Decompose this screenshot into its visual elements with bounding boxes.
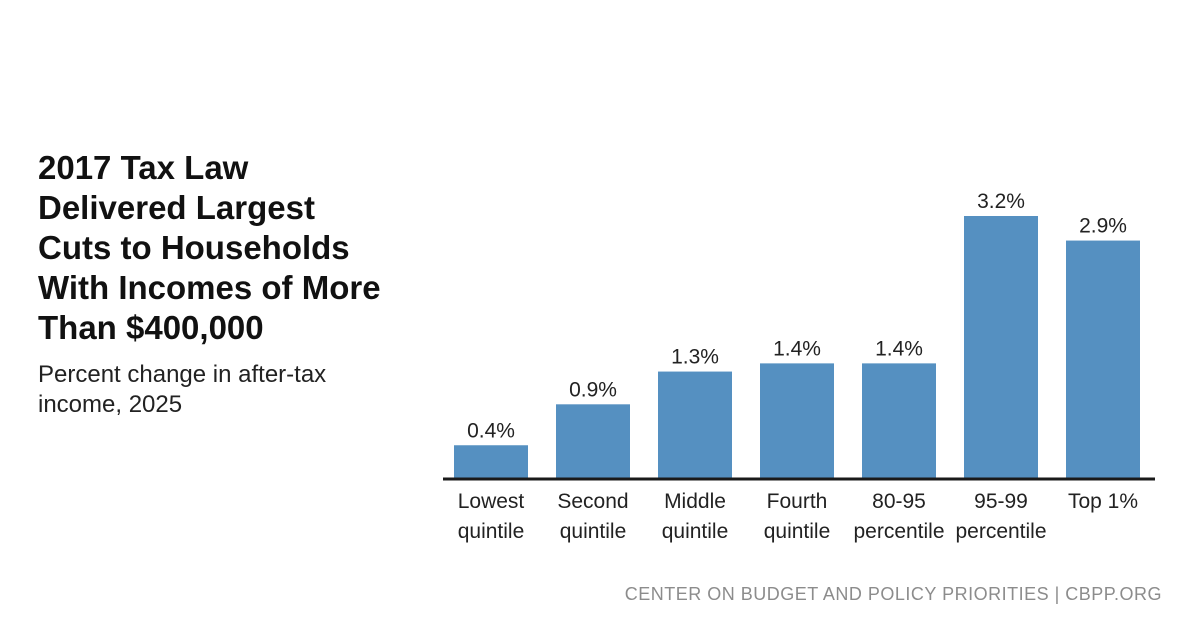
data-label: 3.2% <box>977 190 1025 213</box>
bar <box>658 371 732 478</box>
data-label: 1.4% <box>875 337 923 360</box>
x-tick-label: 80-95 <box>872 490 926 513</box>
x-tick-label: Lowest <box>458 490 525 513</box>
x-tick-label: quintile <box>458 520 525 543</box>
x-tick-label: 95-99 <box>974 490 1028 513</box>
x-tick-label: Top 1% <box>1068 490 1138 513</box>
chart-title: 2017 Tax Law Delivered Largest Cuts to H… <box>38 149 381 346</box>
data-label: 0.4% <box>467 419 515 442</box>
data-label: 1.3% <box>671 346 719 369</box>
bar <box>760 363 834 478</box>
bar <box>964 216 1038 478</box>
x-tick-label: quintile <box>662 520 729 543</box>
bar <box>454 445 528 478</box>
data-label: 0.9% <box>569 378 617 401</box>
chart-subtitle: Percent change in after-tax income, 2025 <box>38 361 327 418</box>
x-tick-label: percentile <box>853 520 944 543</box>
data-label: 2.9% <box>1079 215 1127 238</box>
bar <box>1066 240 1140 478</box>
bar <box>556 404 630 478</box>
data-label: 1.4% <box>773 337 821 360</box>
x-tick-label: quintile <box>764 520 831 543</box>
x-tick-label: Second <box>557 490 628 513</box>
x-tick-label: Fourth <box>767 490 828 513</box>
x-tick-label: Middle <box>664 490 726 513</box>
x-tick-label: percentile <box>955 520 1046 543</box>
source-credit: CENTER ON BUDGET AND POLICY PRIORITIES |… <box>624 584 1162 604</box>
x-tick-label: quintile <box>560 520 627 543</box>
bar <box>862 363 936 478</box>
